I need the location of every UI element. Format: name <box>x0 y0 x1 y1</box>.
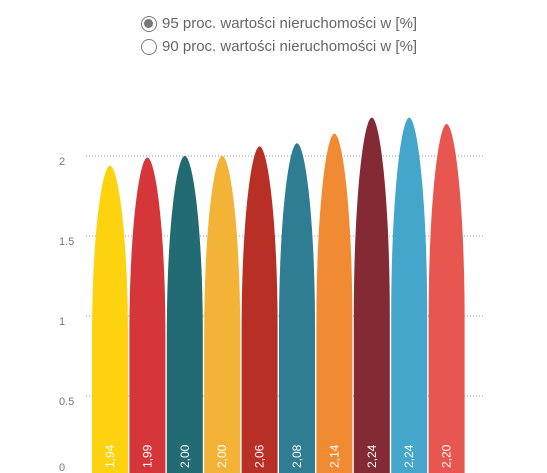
radio-unchecked-icon[interactable] <box>141 38 157 55</box>
bar <box>241 146 278 473</box>
legend-option-label: 95 proc. wartości nieruchomości w [%] <box>162 15 418 32</box>
y-tick-label: 0.5 <box>59 396 74 408</box>
bar <box>92 165 128 473</box>
chart-legend: 95 proc. wartości nieruchomości w [%] 90… <box>141 12 471 58</box>
y-tick-label: 1.5 <box>59 236 74 248</box>
bar <box>279 143 315 473</box>
bar-data-label: 2,00 <box>215 444 229 468</box>
bar-data-label: 2,24 <box>402 444 416 468</box>
bar <box>166 156 203 473</box>
bar <box>353 117 390 473</box>
bar-data-label: 1,99 <box>140 444 154 468</box>
bar-data-label: 2,08 <box>290 444 304 468</box>
bar <box>129 157 166 473</box>
y-tick-label: 2 <box>59 156 65 168</box>
bar <box>391 117 428 473</box>
legend-option-90[interactable]: 90 proc. wartości nieruchomości w [%] <box>141 35 471 58</box>
bar <box>204 156 241 473</box>
radio-checked-icon[interactable] <box>141 15 157 32</box>
legend-option-label: 90 proc. wartości nieruchomości w [%] <box>162 38 418 55</box>
y-tick-label: 0 <box>59 462 65 473</box>
y-tick-label: 1 <box>59 316 65 328</box>
bar-data-label: 2,24 <box>365 444 379 468</box>
bar-data-label: 1,94 <box>103 444 117 468</box>
bar-data-label: 2,20 <box>440 444 454 468</box>
bar-data-label: 2,00 <box>178 444 192 468</box>
bar <box>316 133 353 473</box>
bar-data-label: 2,06 <box>253 444 267 468</box>
bar <box>428 124 465 473</box>
legend-option-95[interactable]: 95 proc. wartości nieruchomości w [%] <box>141 12 471 35</box>
bar-data-label: 2,14 <box>327 444 341 468</box>
